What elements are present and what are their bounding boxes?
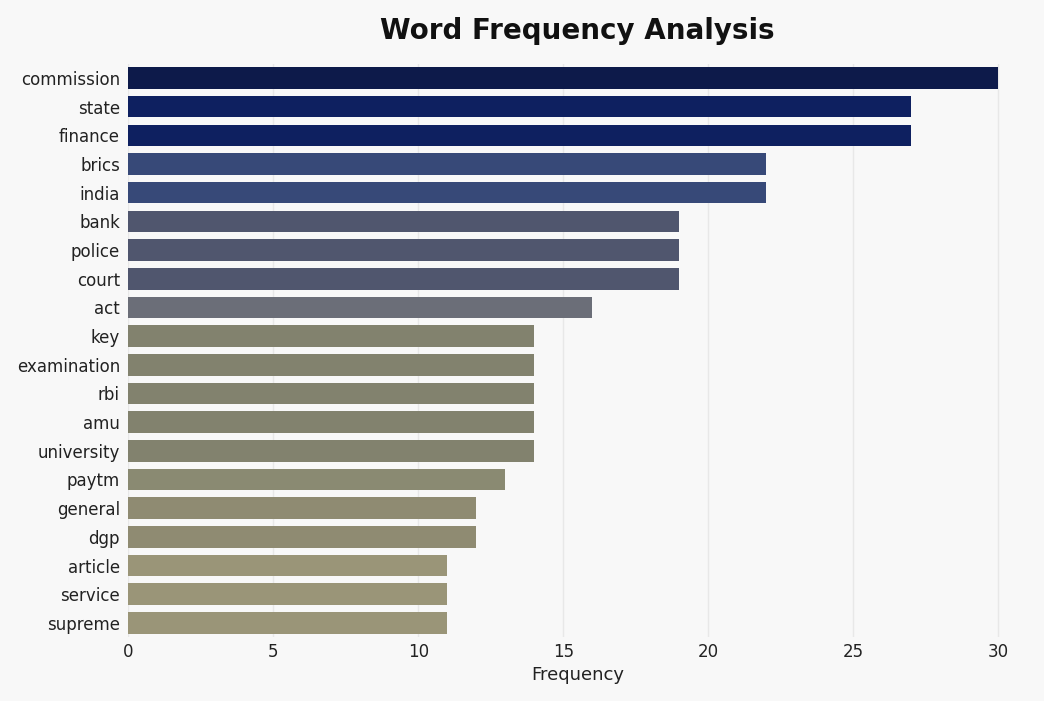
Bar xyxy=(128,411,535,433)
Bar xyxy=(128,210,680,232)
Bar xyxy=(128,67,998,89)
Bar xyxy=(128,498,476,519)
Bar xyxy=(128,440,535,461)
Bar xyxy=(128,239,680,261)
Title: Word Frequency Analysis: Word Frequency Analysis xyxy=(380,17,775,45)
Bar xyxy=(128,268,680,290)
Bar xyxy=(128,96,911,118)
Bar xyxy=(128,526,476,547)
Bar xyxy=(128,325,535,347)
Bar xyxy=(128,583,447,605)
Bar xyxy=(128,354,535,376)
Bar xyxy=(128,383,535,404)
Bar xyxy=(128,469,505,490)
Bar xyxy=(128,554,447,576)
X-axis label: Frequency: Frequency xyxy=(531,667,624,684)
Bar xyxy=(128,182,766,203)
Bar xyxy=(128,297,592,318)
Bar xyxy=(128,612,447,634)
Bar xyxy=(128,125,911,146)
Bar xyxy=(128,154,766,175)
